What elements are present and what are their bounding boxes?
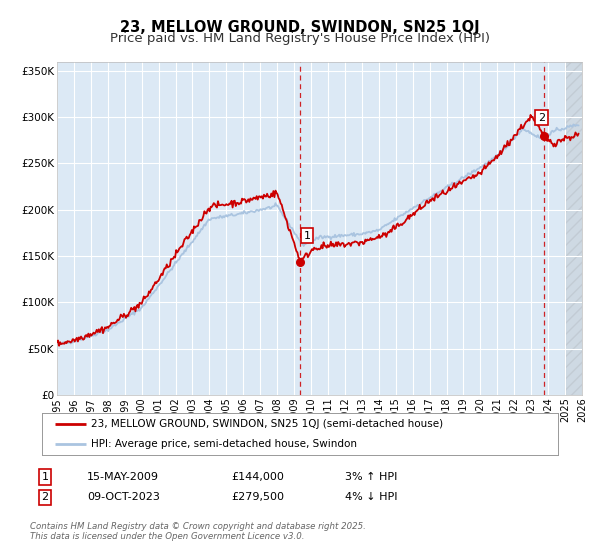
Text: £144,000: £144,000 — [231, 472, 284, 482]
Text: 1: 1 — [304, 231, 311, 241]
Text: £279,500: £279,500 — [231, 492, 284, 502]
Text: 15-MAY-2009: 15-MAY-2009 — [87, 472, 159, 482]
Text: 2: 2 — [41, 492, 49, 502]
Text: 2: 2 — [538, 113, 545, 123]
Text: 4% ↓ HPI: 4% ↓ HPI — [345, 492, 398, 502]
Text: 3% ↑ HPI: 3% ↑ HPI — [345, 472, 397, 482]
Text: HPI: Average price, semi-detached house, Swindon: HPI: Average price, semi-detached house,… — [91, 439, 357, 449]
Text: 23, MELLOW GROUND, SWINDON, SN25 1QJ: 23, MELLOW GROUND, SWINDON, SN25 1QJ — [120, 20, 480, 35]
Text: Contains HM Land Registry data © Crown copyright and database right 2025.
This d: Contains HM Land Registry data © Crown c… — [30, 522, 366, 542]
Text: 1: 1 — [41, 472, 49, 482]
Text: 09-OCT-2023: 09-OCT-2023 — [87, 492, 160, 502]
Bar — [565, 62, 582, 395]
Text: Price paid vs. HM Land Registry's House Price Index (HPI): Price paid vs. HM Land Registry's House … — [110, 32, 490, 45]
Text: 23, MELLOW GROUND, SWINDON, SN25 1QJ (semi-detached house): 23, MELLOW GROUND, SWINDON, SN25 1QJ (se… — [91, 419, 443, 430]
